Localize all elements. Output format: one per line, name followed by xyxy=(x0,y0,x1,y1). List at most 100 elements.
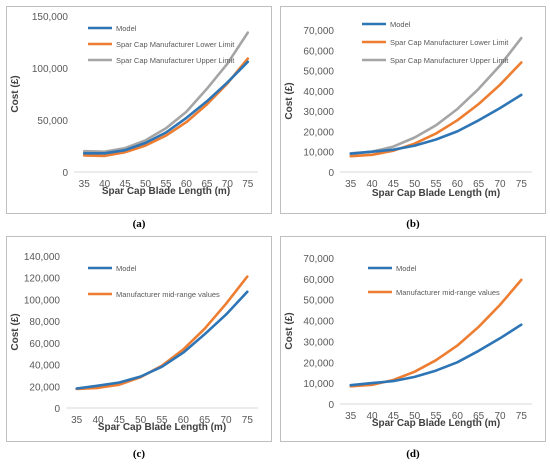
x-tick-label: 40 xyxy=(99,179,111,190)
y-tick-label: 0 xyxy=(62,168,68,179)
x-tick-label: 40 xyxy=(366,411,378,422)
x-tick-label: 35 xyxy=(71,415,83,426)
y-tick-label: 40,000 xyxy=(303,317,334,328)
y-tick-label: 50,000 xyxy=(303,296,334,307)
y-tick-label: 10,000 xyxy=(303,148,334,159)
y-tick-label: 50,000 xyxy=(37,116,68,127)
x-tick-label: 60 xyxy=(178,415,190,426)
legend-entry: Model xyxy=(116,264,137,273)
y-tick-label: 0 xyxy=(54,404,60,415)
legend-entry: Spar Cap Manufacturer Lower Limit xyxy=(116,40,235,49)
series-line-2 xyxy=(349,61,523,158)
y-axis-label: Cost (£) xyxy=(10,75,21,112)
series-line-3 xyxy=(82,31,250,153)
legend-entry: Spar Cap Manufacturer Lower Limit xyxy=(390,38,509,47)
y-tick-label: 30,000 xyxy=(303,107,334,118)
x-tick-label: 45 xyxy=(388,179,400,190)
y-tick-label: 30,000 xyxy=(303,337,334,348)
x-tick-label: 70 xyxy=(494,179,506,190)
series-line-1 xyxy=(82,60,250,155)
legend-entry: Manufacturer mid-range values xyxy=(396,288,500,297)
y-tick-label: 70,000 xyxy=(303,26,334,37)
panel-label-d: (d) xyxy=(406,448,420,460)
x-tick-label: 50 xyxy=(409,179,421,190)
series-line-2 xyxy=(82,57,250,158)
y-tick-label: 50,000 xyxy=(303,67,334,78)
y-tick-label: 20,000 xyxy=(29,382,60,393)
x-tick-label: 70 xyxy=(222,179,234,190)
y-tick-label: 40,000 xyxy=(303,87,334,98)
legend-entry: Model xyxy=(116,24,137,33)
y-tick-label: 60,000 xyxy=(303,46,334,57)
chart-frame-a xyxy=(6,6,272,214)
series-line-1 xyxy=(349,93,523,155)
legend-entry: Model xyxy=(396,264,417,273)
legend-entry: Model xyxy=(390,20,411,29)
x-tick-label: 50 xyxy=(135,415,147,426)
line-chart-b: 0 10,000 20,000 30,000 40,000 50,000 60,000 70,… xyxy=(284,20,532,199)
x-tick-label: 45 xyxy=(388,411,400,422)
y-tick-label: 60,000 xyxy=(303,275,334,286)
y-tick-label: 20,000 xyxy=(303,358,334,369)
line-chart-a: 0 50,000 100,000 150,000 35 40 45 50 55 60 65 70 75 S… xyxy=(10,12,258,197)
x-tick-label: 40 xyxy=(366,179,378,190)
x-tick-label: 60 xyxy=(452,411,464,422)
x-tick-label: 65 xyxy=(201,179,213,190)
x-tick-label: 45 xyxy=(120,179,132,190)
legend-entry: Spar Cap Manufacturer Upper Limit xyxy=(390,56,509,65)
legend-entry: Spar Cap Manufacturer Upper Limit xyxy=(116,56,235,65)
x-tick-label: 75 xyxy=(516,411,528,422)
y-axis-label: Cost (£) xyxy=(10,313,21,350)
x-tick-label: 50 xyxy=(140,179,152,190)
x-tick-label: 50 xyxy=(409,411,421,422)
y-tick-label: 140,000 xyxy=(24,252,61,263)
x-tick-label: 65 xyxy=(473,411,485,422)
x-tick-label: 60 xyxy=(181,179,193,190)
x-tick-label: 35 xyxy=(345,179,357,190)
x-tick-label: 55 xyxy=(430,179,442,190)
y-tick-label: 0 xyxy=(328,168,334,179)
x-tick-label: 60 xyxy=(452,179,464,190)
series-line-1 xyxy=(75,290,249,390)
y-axis-label: Cost (£) xyxy=(284,312,295,349)
y-tick-label: 120,000 xyxy=(24,274,61,285)
chart-frame-b xyxy=(280,6,546,214)
x-tick-label: 40 xyxy=(92,415,104,426)
chart-frame-c xyxy=(6,236,272,442)
x-tick-label: 75 xyxy=(242,415,254,426)
x-tick-label: 70 xyxy=(494,411,506,422)
line-chart-d: 0 10,000 20,000 30,000 40,000 50,000 60,000 70,… xyxy=(284,254,532,429)
x-tick-label: 55 xyxy=(156,415,168,426)
x-axis-label: Spar Cap Blade Length (m) xyxy=(372,188,500,199)
x-tick-label: 75 xyxy=(516,179,528,190)
x-tick-label: 35 xyxy=(79,179,91,190)
x-tick-label: 75 xyxy=(242,179,254,190)
x-tick-label: 65 xyxy=(199,415,211,426)
series-line-1 xyxy=(349,323,523,387)
y-tick-label: 70,000 xyxy=(303,254,334,265)
panel-label-a: (a) xyxy=(132,218,146,230)
y-tick-label: 10,000 xyxy=(303,379,334,390)
x-tick-label: 55 xyxy=(430,411,442,422)
y-tick-label: 40,000 xyxy=(29,361,60,372)
x-tick-label: 70 xyxy=(220,415,232,426)
y-tick-label: 150,000 xyxy=(32,12,69,23)
x-tick-label: 45 xyxy=(114,415,126,426)
panel-label-c: (c) xyxy=(132,448,146,460)
y-axis-label: Cost (£) xyxy=(284,82,295,119)
x-axis-label: Spar Cap Blade Length (m) xyxy=(98,422,226,433)
panel-label-b: (b) xyxy=(406,218,420,230)
y-tick-label: 0 xyxy=(328,400,334,411)
x-tick-label: 55 xyxy=(160,179,172,190)
y-tick-label: 80,000 xyxy=(29,317,60,328)
x-axis-label: Spar Cap Blade Length (m) xyxy=(102,186,230,197)
x-tick-label: 65 xyxy=(473,179,485,190)
x-tick-label: 35 xyxy=(345,411,357,422)
y-tick-label: 20,000 xyxy=(303,127,334,138)
legend-entry: Manufacturer mid-range values xyxy=(116,290,220,299)
y-tick-label: 100,000 xyxy=(32,64,69,75)
y-tick-label: 60,000 xyxy=(29,339,60,350)
x-axis-label: Spar Cap Blade Length (m) xyxy=(372,418,500,429)
chart-frame-d xyxy=(280,236,546,442)
line-chart-c: 0 20,000 40,000 60,000 80,000 100,000 120,000 1… xyxy=(10,252,258,433)
